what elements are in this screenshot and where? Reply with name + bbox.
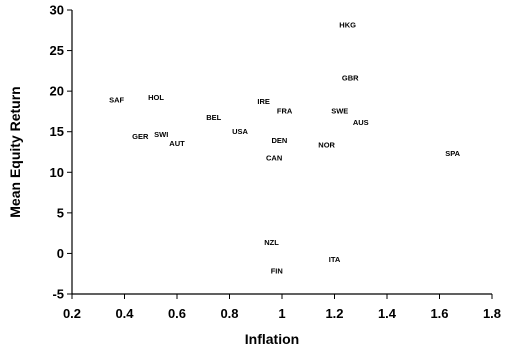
y-tick-label: 5 — [57, 205, 64, 220]
y-tick-label: 0 — [57, 246, 64, 261]
y-axis-title: Mean Equity Return — [7, 86, 23, 217]
y-tick-label: 30 — [50, 3, 64, 18]
x-axis-title: Inflation — [245, 331, 299, 347]
data-point-nzl: NZL — [264, 238, 279, 247]
x-tick-label: 1.4 — [378, 306, 397, 321]
y-tick-label: 15 — [50, 124, 64, 139]
data-point-den: DEN — [271, 136, 287, 145]
data-point-hkg: HKG — [339, 21, 356, 30]
y-tick-label: 10 — [50, 165, 64, 180]
data-point-ire: IRE — [257, 97, 270, 106]
x-tick-label: 1.6 — [430, 306, 448, 321]
data-point-aut: AUT — [169, 139, 185, 148]
x-tick-label: 1.2 — [325, 306, 343, 321]
x-tick-label: 1 — [278, 306, 285, 321]
y-tick-label: -5 — [52, 287, 64, 302]
data-point-gbr: GBR — [342, 73, 359, 82]
x-tick-label: 0.4 — [115, 306, 134, 321]
y-tick-label: 25 — [50, 43, 64, 58]
x-tick-label: 0.8 — [220, 306, 238, 321]
data-point-ger: GER — [132, 132, 149, 141]
data-point-usa: USA — [232, 127, 248, 136]
data-point-saf: SAF — [109, 95, 124, 104]
x-tick-label: 0.6 — [168, 306, 186, 321]
data-point-spa: SPA — [445, 149, 460, 158]
data-point-aus: AUS — [353, 118, 369, 127]
x-axis: 0.2 0.4 0.6 0.8 1 1.2 1.4 1.6 1.8 — [63, 293, 501, 321]
x-tick-label: 1.8 — [483, 306, 501, 321]
data-point-ita: ITA — [329, 255, 341, 264]
x-tick-label: 0.2 — [63, 306, 81, 321]
data-point-swi: SWI — [154, 130, 168, 139]
data-point-nor: NOR — [318, 141, 335, 150]
data-point-fra: FRA — [277, 107, 293, 116]
y-tick-label: 20 — [50, 84, 64, 99]
data-point-hol: HOL — [148, 93, 164, 102]
y-axis: -5 0 5 10 15 20 25 30 — [50, 3, 73, 302]
data-point-bel: BEL — [206, 113, 221, 122]
data-point-swe: SWE — [331, 107, 348, 116]
data-point-can: CAN — [266, 154, 282, 163]
data-point-fin: FIN — [271, 266, 283, 275]
